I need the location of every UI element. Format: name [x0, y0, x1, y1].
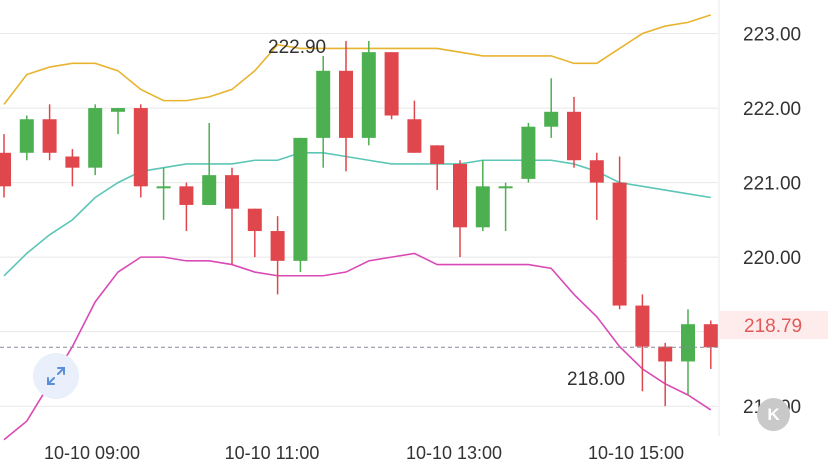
candle-body: [407, 119, 422, 153]
candle-body: [225, 175, 239, 209]
candle-body: [339, 70, 353, 138]
x-tick-label: 10-10 15:00: [588, 443, 684, 463]
candle-body: [42, 119, 57, 153]
candle-body: [270, 231, 285, 261]
candle-body: [133, 108, 148, 187]
candle-body: [19, 119, 34, 153]
candles: [0, 40, 718, 407]
candle-body: [0, 152, 11, 187]
candle-body: [567, 111, 581, 161]
candle-body: [316, 70, 331, 138]
x-axis-ticks: 10-10 09:00 10-10 11:00 10-10 13:00 10-10 1…: [44, 443, 684, 463]
y-tick-label: 221.00: [743, 174, 801, 195]
candle-body: [589, 160, 604, 183]
expand-button[interactable]: [33, 353, 79, 399]
candle-body: [635, 305, 650, 347]
x-tick-label: 10-10 09:00: [44, 443, 140, 463]
expand-arrows-icon: [47, 367, 65, 385]
candle-body: [612, 182, 627, 306]
candle-body: [521, 126, 536, 179]
candle-body: [681, 324, 695, 362]
y-tick-label: 220.00: [743, 248, 801, 269]
last-price-label: 218.79: [744, 316, 802, 337]
candle-body: [179, 186, 194, 205]
candle-body: [88, 108, 103, 168]
candle-body: [384, 52, 399, 116]
x-tick-label: 10-10 11:00: [225, 443, 320, 463]
candle-body: [65, 156, 80, 168]
candle-body: [361, 52, 376, 138]
candle-body: [498, 186, 513, 189]
high-annotation: 222.90: [268, 37, 326, 58]
x-tick-label: 10-10 13:00: [406, 443, 502, 463]
candle-body: [453, 163, 467, 228]
candle-body: [703, 324, 718, 348]
candle-body: [156, 186, 171, 189]
candle-body: [111, 108, 125, 112]
candle-body: [475, 186, 490, 228]
candle-body: [293, 137, 308, 261]
last-price-badge: [719, 311, 828, 339]
k-line-button[interactable]: K: [757, 398, 790, 431]
y-tick-label: 222.00: [743, 99, 801, 120]
candle-body: [544, 111, 559, 127]
y-tick-label: 223.00: [743, 25, 801, 46]
candle-body: [430, 145, 445, 164]
candle-body: [247, 208, 262, 232]
low-annotation: 218.00: [567, 369, 625, 390]
upper-band-line: [3, 14, 712, 105]
candle-body: [658, 346, 673, 362]
candle-body: [202, 175, 217, 205]
lower-band-line: [3, 252, 712, 441]
